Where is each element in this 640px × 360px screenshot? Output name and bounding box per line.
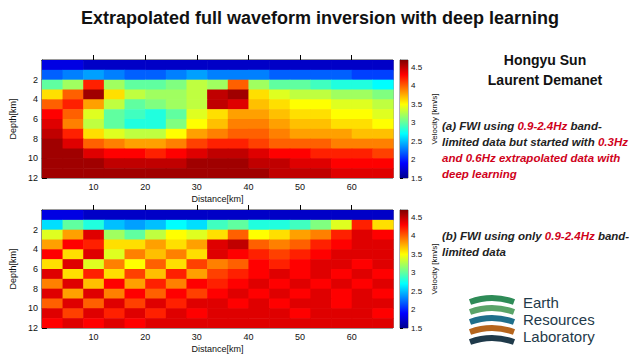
html-text:Laurent Demanet: Laurent Demanet [487, 72, 603, 88]
svg-text:4: 4 [33, 94, 38, 104]
html-text:(b) FWI using only 0.9-2.4Hz b: (b) FWI using only 0.9-2.4Hz band-limite… [442, 230, 630, 258]
svg-text:12: 12 [28, 173, 38, 183]
html-text:Laboratory: Laboratory [523, 328, 595, 345]
svg-text:1.5: 1.5 [411, 324, 423, 333]
svg-text:40: 40 [243, 332, 253, 342]
svg-text:Depth[km]: Depth[km] [8, 248, 18, 289]
svg-text:20: 20 [140, 332, 150, 342]
svg-text:1.5: 1.5 [411, 174, 423, 183]
svg-text:4: 4 [411, 231, 416, 240]
svg-text:2: 2 [33, 75, 38, 85]
svg-text:30: 30 [192, 182, 202, 192]
svg-text:2: 2 [411, 155, 416, 164]
svg-text:50: 50 [295, 332, 305, 342]
svg-text:Distance[km]: Distance[km] [191, 344, 243, 354]
svg-text:60: 60 [347, 182, 357, 192]
svg-text:2: 2 [33, 225, 38, 235]
svg-text:10: 10 [89, 182, 99, 192]
svg-text:6: 6 [33, 114, 38, 124]
svg-text:4.5: 4.5 [411, 63, 423, 72]
svg-text:8: 8 [33, 284, 38, 294]
svg-text:8: 8 [33, 134, 38, 144]
svg-text:4.5: 4.5 [411, 213, 423, 222]
svg-text:40: 40 [243, 182, 253, 192]
svg-text:2.5: 2.5 [411, 137, 423, 146]
svg-text:10: 10 [28, 153, 38, 163]
svg-text:20: 20 [140, 182, 150, 192]
svg-text:3.5: 3.5 [411, 250, 423, 259]
svg-text:4: 4 [411, 81, 416, 90]
svg-text:3: 3 [411, 268, 416, 277]
html-text:Extrapolated full waveform inv: Extrapolated full waveform inversion wit… [80, 8, 559, 28]
svg-text:12: 12 [28, 323, 38, 333]
html-text:Earth: Earth [523, 294, 559, 311]
svg-text:50: 50 [295, 182, 305, 192]
html-text:Resources: Resources [523, 311, 595, 328]
svg-text:6: 6 [33, 264, 38, 274]
html-text:(a) FWI using 0.9-2.4Hz band-l: (a) FWI using 0.9-2.4Hz band-limited dat… [442, 120, 628, 180]
svg-text:3.5: 3.5 [411, 100, 423, 109]
svg-text:30: 30 [192, 332, 202, 342]
svg-text:Velocity [km/s]: Velocity [km/s] [430, 243, 439, 294]
svg-text:Depth[km]: Depth[km] [8, 98, 18, 139]
svg-text:Distance[km]: Distance[km] [191, 194, 243, 204]
svg-text:2: 2 [411, 305, 416, 314]
html-text:Hongyu Sun: Hongyu Sun [503, 52, 587, 68]
svg-text:3: 3 [411, 118, 416, 127]
svg-text:10: 10 [28, 303, 38, 313]
svg-text:2.5: 2.5 [411, 287, 423, 296]
svg-text:60: 60 [347, 332, 357, 342]
svg-text:10: 10 [89, 332, 99, 342]
svg-text:Velocity [km/s]: Velocity [km/s] [430, 93, 439, 144]
svg-text:4: 4 [33, 244, 38, 254]
